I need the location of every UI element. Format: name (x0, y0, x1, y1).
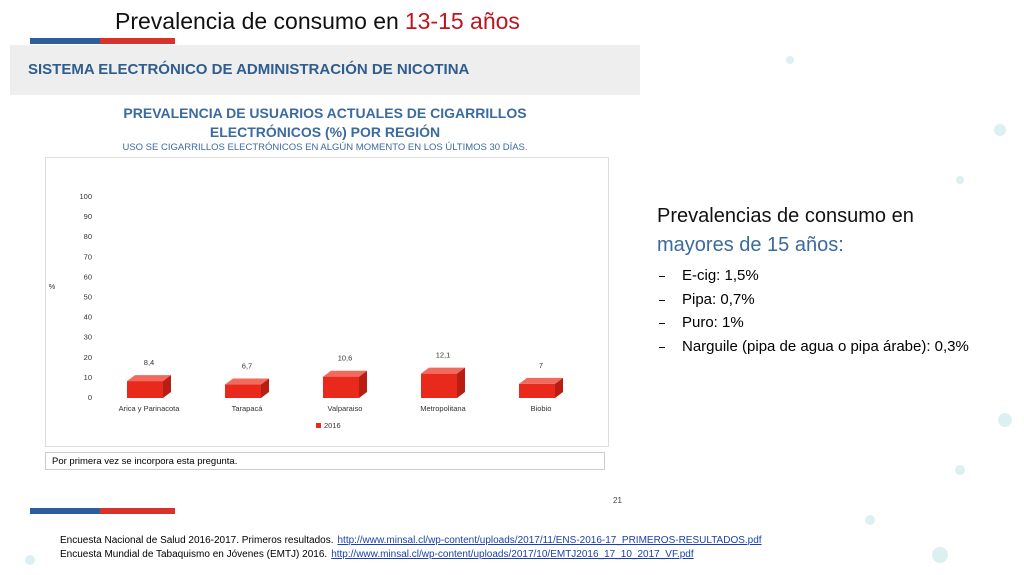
reference-link[interactable]: http://www.minsal.cl/wp-content/uploads/… (337, 535, 762, 546)
bar-top (225, 378, 269, 385)
rule-red (100, 508, 175, 514)
value-label: 8,4 (144, 358, 154, 367)
reference-text: Encuesta Mundial de Tabaquismo en Jóvene… (60, 549, 328, 560)
chart-title: PREVALENCIA DE USUARIOS ACTUALES DE CIGA… (123, 105, 527, 140)
side-panel: Prevalencias de consumo en mayores de 15… (657, 202, 1024, 358)
y-tick-label: 0 (88, 393, 92, 402)
legend-swatch (316, 423, 321, 428)
bar-side (359, 370, 367, 398)
bar (421, 373, 457, 398)
side-item: E-cig: 1,5% (657, 264, 1024, 288)
y-tick-label: 80 (84, 232, 92, 241)
y-tick-label: 50 (84, 292, 92, 301)
y-tick-label: 10 (84, 373, 92, 382)
bar-top (323, 370, 367, 377)
bar-side (261, 378, 269, 398)
bar (323, 376, 359, 398)
value-label: 10,6 (338, 354, 353, 363)
side-list: E-cig: 1,5% Pipa: 0,7% Puro: 1% Narguile (p… (657, 264, 1024, 358)
side-item: Puro: 1% (657, 311, 1024, 335)
bar-side (555, 377, 563, 398)
y-tick-label: 90 (84, 212, 92, 221)
page-number: 21 (613, 496, 622, 505)
side-item: Pipa: 0,7% (657, 288, 1024, 312)
bar-side (457, 367, 465, 398)
rule-red (100, 38, 175, 44)
section-text: SISTEMA ELECTRÓNICO DE ADMINISTRACIÓN DE… (28, 61, 470, 78)
y-tick-label: 70 (84, 252, 92, 261)
bar (519, 383, 555, 398)
side-item: Narguile (pipa de agua o pipa árabe): 0,… (657, 335, 1024, 359)
note: Por primera vez se incorpora esta pregun… (45, 452, 605, 470)
value-label: 7 (539, 361, 543, 370)
rule-blue (30, 508, 100, 514)
chart-subtitle: USO SE CIGARRILLOS ELECTRÓNICOS EN ALGÚN… (122, 142, 528, 153)
y-tick-label: 30 (84, 333, 92, 342)
bar-top (127, 375, 171, 382)
references: Encuesta Nacional de Salud 2016-2017. Pr… (60, 534, 762, 562)
y-tick-label: 40 (84, 313, 92, 322)
rule-blue (30, 38, 100, 44)
bar-side (163, 375, 171, 398)
x-tick-label: Arica y Parinacota (119, 404, 181, 413)
side-heading: Prevalencias de consumo en (657, 205, 914, 227)
reference: Encuesta Mundial de Tabaquismo en Jóvene… (60, 548, 762, 562)
title-text: Prevalencia de consumo en (115, 8, 399, 34)
bar-top (421, 367, 465, 374)
reference-text: Encuesta Nacional de Salud 2016-2017. Pr… (60, 535, 334, 546)
y-axis-label: % (49, 282, 56, 291)
reference: Encuesta Nacional de Salud 2016-2017. Pr… (60, 534, 762, 548)
bar-top (519, 377, 563, 384)
x-tick-label: Valparaiso (328, 404, 363, 413)
x-tick-label: Biobio (531, 404, 552, 413)
value-label: 6,7 (242, 362, 252, 371)
side-heading-highlight: mayores de 15 años: (657, 234, 844, 256)
value-label: 12,1 (436, 351, 451, 360)
chart-frame (45, 157, 609, 447)
bar (225, 384, 261, 398)
y-tick-label: 20 (84, 353, 92, 362)
x-tick-label: Metropolitana (420, 404, 466, 413)
section-header: SISTEMA ELECTRÓNICO DE ADMINISTRACIÓN DE… (10, 45, 640, 95)
y-tick-label: 100 (79, 192, 92, 201)
title-highlight: 13-15 años (404, 8, 520, 34)
x-tick-label: Tarapacá (232, 404, 264, 413)
legend-label: 2016 (324, 421, 341, 430)
slide-title: Prevalencia de consumo en 13-15 años (115, 8, 520, 35)
reference-link[interactable]: http://www.minsal.cl/wp-content/uploads/… (331, 549, 694, 560)
bar (127, 381, 163, 398)
y-tick-label: 60 (84, 272, 92, 281)
